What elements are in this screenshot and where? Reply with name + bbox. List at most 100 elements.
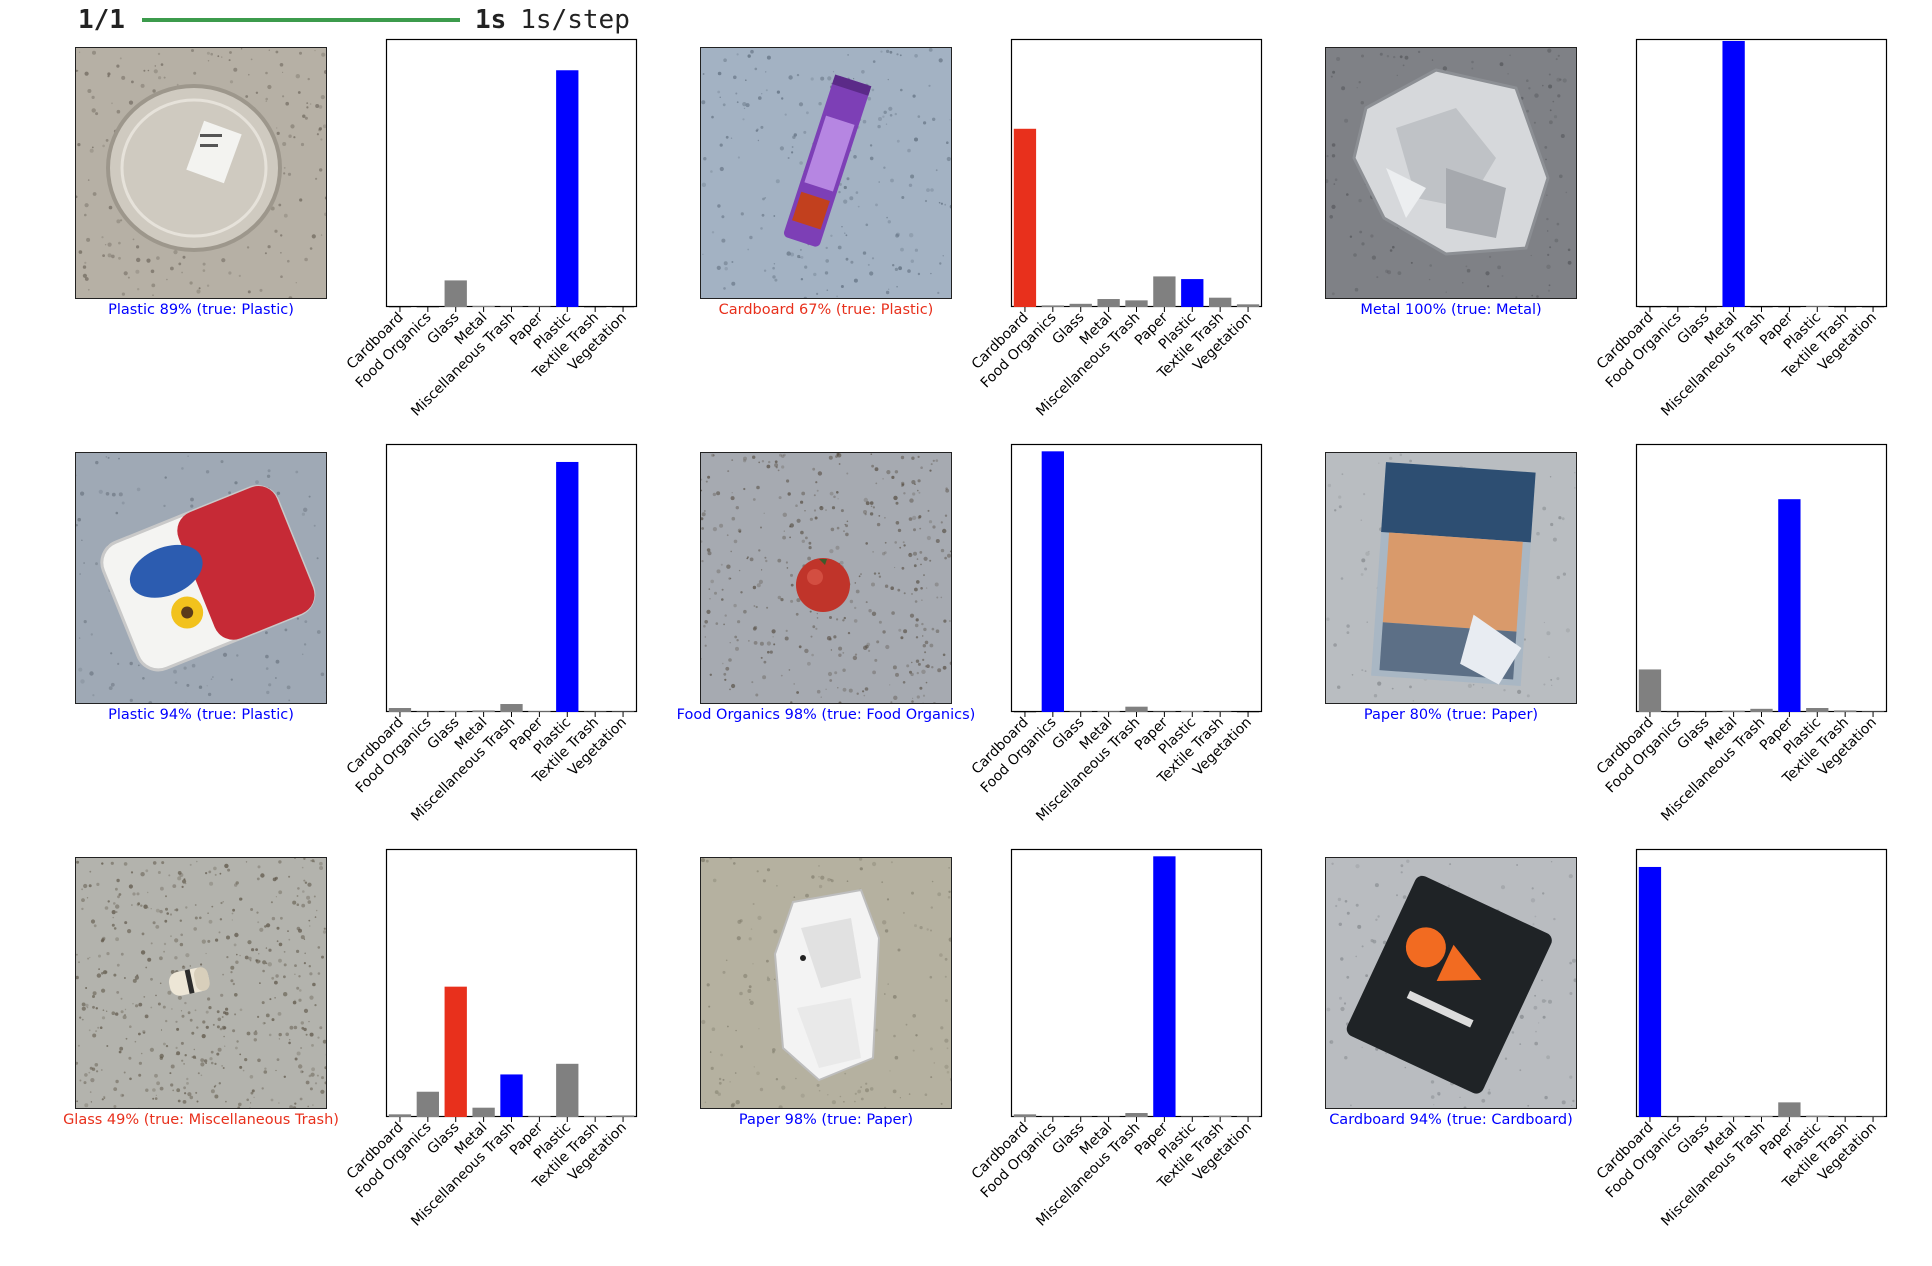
bar-miscellaneous-trash [1125,1113,1148,1117]
bar-vegetation [1236,1116,1260,1118]
prediction-caption: Cardboard 67% (true: Plastic) [718,302,934,318]
bar-miscellaneous-trash [1125,706,1148,712]
bar-cardboard [1638,866,1662,1117]
bar-vegetation [611,1115,635,1117]
bar-paper [1153,276,1176,307]
bar-vegetation [1861,711,1885,713]
bar-paper [1778,1102,1801,1117]
bar-plastic [1181,1116,1204,1118]
bar-paper [1153,856,1176,1117]
bar-paper [1153,711,1176,713]
sample-image-clear-plastic-container [75,47,327,299]
prediction-caption: Food Organics 98% (true: Food Organics) [676,707,976,723]
bar-paper [528,306,551,308]
bar-cardboard [1638,669,1662,712]
bar-glass [1069,711,1092,713]
prediction-caption: Paper 98% (true: Paper) [738,1112,914,1128]
plot-frame [1635,443,1888,713]
bar-miscellaneous-trash [1750,1115,1773,1117]
bar-plastic [1806,708,1829,712]
bar-metal [1722,710,1745,712]
plot-frame [385,38,638,308]
bar-plastic [1181,710,1204,712]
plot-frame [385,443,638,713]
bar-metal [1722,1115,1745,1117]
bar-textile-trash [584,1115,607,1117]
bar-metal [1097,1116,1120,1118]
bar-cardboard [388,708,412,712]
bar-plastic [556,461,579,712]
bar-glass [444,986,467,1117]
plot-frame [1010,38,1263,308]
sample-image-travel-brochure [1325,452,1577,704]
bar-miscellaneous-trash [500,1074,523,1117]
plot-frame [1635,848,1888,1118]
bar-food-organics [1041,1116,1064,1118]
bar-metal [472,305,495,307]
bar-plastic [1806,1115,1829,1117]
bar-vegetation [1861,1116,1885,1118]
bar-food-organics [416,711,439,713]
bar-plastic [1806,306,1829,307]
sample-image-cigarette-butt [75,857,327,1109]
bar-textile-trash [584,711,607,713]
bar-food-organics [1041,305,1064,307]
bar-metal [1097,711,1120,712]
plot-frame [385,848,638,1118]
bar-plastic [556,70,579,307]
sample-image-flora-margarine-tub [75,452,327,704]
progress-time: 1s [474,5,507,35]
bar-food-organics [416,1091,439,1117]
sample-image-purple-snack-wrapper [700,47,952,299]
bar-miscellaneous-trash [1750,708,1773,712]
bar-glass [444,710,467,712]
bar-food-organics [1041,451,1064,712]
bar-glass [1069,1116,1092,1118]
bar-glass [1694,1116,1717,1118]
sample-image-crumpled-aluminium-foil [1325,47,1577,299]
bar-metal [1097,299,1120,307]
bar-metal [1722,41,1745,307]
prediction-caption: Glass 49% (true: Miscellaneous Trash) [63,1112,339,1128]
bar-metal [472,1107,495,1117]
bar-glass [444,280,467,307]
progress-bar [141,18,460,22]
bar-plastic [1181,279,1204,307]
bar-cardboard [388,1114,412,1117]
progress-line: 1/1 1s 1s/step [78,3,630,37]
bar-paper [528,1116,551,1117]
bar-vegetation [611,711,635,713]
bar-textile-trash [1209,711,1232,713]
prediction-caption: Metal 100% (true: Metal) [1360,302,1542,318]
progress-rate: 1s/step [520,5,630,35]
bar-miscellaneous-trash [500,306,523,308]
bar-metal [472,710,495,712]
bar-cardboard [1013,128,1037,307]
bar-vegetation [1236,304,1260,307]
bar-textile-trash [1209,297,1232,307]
bar-paper [528,711,551,712]
bar-cardboard [1013,1114,1037,1117]
bar-textile-trash [1834,710,1857,712]
sample-image-tomato [700,452,952,704]
bar-textile-trash [1209,1115,1232,1117]
bar-paper [1778,499,1801,712]
plot-frame [1635,38,1888,308]
bar-miscellaneous-trash [500,704,523,712]
bar-glass [1069,303,1092,307]
progress-steps: 1/1 [78,5,125,35]
prediction-caption: Plastic 89% (true: Plastic) [108,302,294,318]
bar-miscellaneous-trash [1125,300,1148,307]
prediction-caption: Plastic 94% (true: Plastic) [108,707,294,723]
prediction-caption: Cardboard 94% (true: Cardboard) [1329,1112,1573,1128]
plot-frame [1010,848,1263,1118]
prediction-caption: Paper 80% (true: Paper) [1363,707,1539,723]
